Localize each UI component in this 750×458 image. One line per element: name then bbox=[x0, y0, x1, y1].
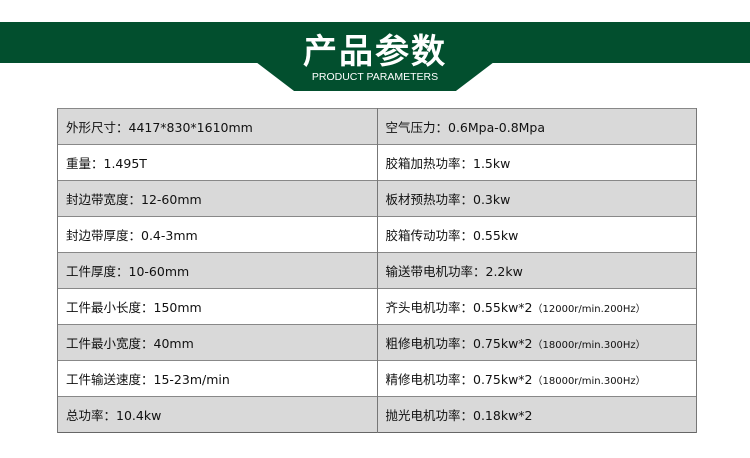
header-tab bbox=[256, 62, 494, 91]
param-left: 总功率：10.4kw bbox=[57, 396, 378, 433]
table-row: 工件输送速度：15-23m/min 精修电机功率：0.75kw*2（18000r/… bbox=[57, 360, 697, 397]
param-left: 工件输送速度：15-23m/min bbox=[57, 360, 378, 397]
table-row: 重量：1.495T 胶箱加热功率：1.5kw bbox=[57, 144, 697, 181]
param-right: 精修电机功率：0.75kw*2（18000r/min.300Hz） bbox=[376, 360, 697, 397]
param-text: 总功率：10.4kw bbox=[66, 408, 162, 423]
parameters-table: 外形尺寸：4417*830*1610mm 空气压力：0.6Mpa-0.8Mpa 重量… bbox=[57, 108, 697, 433]
param-right: 空气压力：0.6Mpa-0.8Mpa bbox=[376, 108, 697, 145]
param-right: 齐头电机功率：0.55kw*2（12000r/min.200Hz） bbox=[376, 288, 697, 325]
param-note: （12000r/min.200Hz） bbox=[532, 304, 646, 315]
table-row: 总功率：10.4kw 抛光电机功率：0.18kw*2 bbox=[57, 396, 697, 433]
table-row: 工件厚度：10-60mm 输送带电机功率：2.2kw bbox=[57, 252, 697, 289]
param-right: 粗修电机功率：0.75kw*2（18000r/min.300Hz） bbox=[376, 324, 697, 361]
param-text: 空气压力：0.6Mpa-0.8Mpa bbox=[385, 120, 546, 135]
page-title: 产品参数 bbox=[303, 32, 447, 72]
param-text: 封边带宽度：12-60mm bbox=[66, 192, 202, 207]
table-row: 工件最小宽度：40mm 粗修电机功率：0.75kw*2（18000r/min.30… bbox=[57, 324, 697, 361]
param-right: 抛光电机功率：0.18kw*2 bbox=[376, 396, 697, 433]
param-text: 工件输送速度：15-23m/min bbox=[66, 372, 230, 387]
param-left: 工件最小长度：150mm bbox=[57, 288, 378, 325]
param-right: 胶箱传动功率：0.55kw bbox=[376, 216, 697, 253]
page-subtitle: PRODUCT PARAMETERS bbox=[311, 71, 439, 83]
param-text: 抛光电机功率：0.18kw*2 bbox=[385, 408, 533, 423]
param-note: （18000r/min.300Hz） bbox=[532, 376, 646, 387]
param-right: 输送带电机功率：2.2kw bbox=[376, 252, 697, 289]
param-right: 板材预热功率：0.3kw bbox=[376, 180, 697, 217]
param-text: 外形尺寸：4417*830*1610mm bbox=[66, 120, 253, 135]
param-note: （18000r/min.300Hz） bbox=[532, 340, 646, 351]
table-row: 工件最小长度：150mm 齐头电机功率：0.55kw*2（12000r/min.2… bbox=[57, 288, 697, 325]
param-text: 粗修电机功率：0.75kw*2 bbox=[385, 336, 533, 351]
param-left: 封边带宽度：12-60mm bbox=[57, 180, 378, 217]
param-left: 工件厚度：10-60mm bbox=[57, 252, 378, 289]
param-text: 工件厚度：10-60mm bbox=[66, 264, 190, 279]
param-text: 齐头电机功率：0.55kw*2 bbox=[385, 300, 533, 315]
param-text: 工件最小宽度：40mm bbox=[66, 336, 194, 351]
param-left: 重量：1.495T bbox=[57, 144, 378, 181]
param-text: 输送带电机功率：2.2kw bbox=[385, 264, 523, 279]
table-row: 封边带厚度：0.4-3mm 胶箱传动功率：0.55kw bbox=[57, 216, 697, 253]
param-text: 胶箱传动功率：0.55kw bbox=[385, 228, 519, 243]
table-row: 封边带宽度：12-60mm 板材预热功率：0.3kw bbox=[57, 180, 697, 217]
param-text: 胶箱加热功率：1.5kw bbox=[385, 156, 511, 171]
param-left: 外形尺寸：4417*830*1610mm bbox=[57, 108, 378, 145]
table-row: 外形尺寸：4417*830*1610mm 空气压力：0.6Mpa-0.8Mpa bbox=[57, 108, 697, 145]
param-right: 胶箱加热功率：1.5kw bbox=[376, 144, 697, 181]
param-left: 工件最小宽度：40mm bbox=[57, 324, 378, 361]
param-text: 工件最小长度：150mm bbox=[66, 300, 202, 315]
header-band bbox=[0, 22, 750, 63]
param-text: 封边带厚度：0.4-3mm bbox=[66, 228, 198, 243]
param-left: 封边带厚度：0.4-3mm bbox=[57, 216, 378, 253]
param-text: 板材预热功率：0.3kw bbox=[385, 192, 511, 207]
param-text: 精修电机功率：0.75kw*2 bbox=[385, 372, 533, 387]
param-text: 重量：1.495T bbox=[66, 156, 147, 171]
